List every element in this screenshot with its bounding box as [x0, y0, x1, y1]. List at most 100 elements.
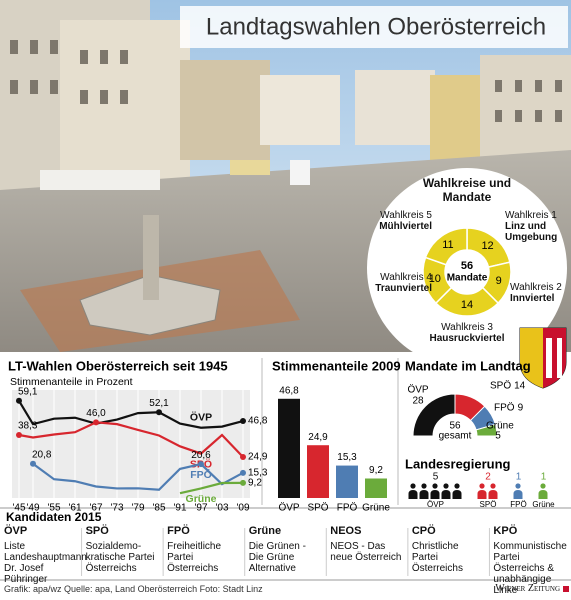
- seat-group: [408, 483, 462, 499]
- point: [30, 460, 36, 467]
- center-label: gesamt: [439, 431, 472, 442]
- person-head: [540, 483, 546, 489]
- person-head: [421, 483, 427, 489]
- value-label: 52,1: [149, 398, 169, 409]
- party-label: ÖVP: [407, 384, 428, 396]
- value-label: 46,8: [248, 416, 268, 427]
- arc-segment: [475, 423, 498, 437]
- bar: [336, 465, 358, 498]
- party-description: Liste Landeshauptmann Dr. Josef Pühringe…: [4, 541, 87, 585]
- party-name: Grüne: [248, 525, 282, 537]
- value-label: 20,6: [191, 450, 211, 461]
- point: [240, 479, 246, 486]
- series-line: [18, 400, 244, 429]
- x-tick-label: FPÖ: [337, 502, 358, 514]
- district-label: Wahlkreis 2 Innviertel: [510, 282, 571, 304]
- center-value: 56: [449, 421, 461, 432]
- point: [156, 409, 162, 416]
- coat-of-arms: [519, 327, 567, 389]
- value-label: 15,3: [337, 452, 357, 463]
- section-title: Kandidaten 2015: [6, 510, 102, 524]
- x-tick-label: '91: [173, 503, 186, 514]
- party-description: Sozialdemo-kratische Partei Österreichs: [85, 541, 155, 574]
- series-line: [179, 481, 244, 495]
- series-name: ÖVP: [190, 411, 212, 424]
- point: [16, 431, 22, 438]
- x-tick-label: '49: [26, 503, 39, 514]
- series-name: FPÖ: [190, 468, 212, 481]
- party-label: SPÖ: [480, 500, 497, 509]
- party-description: NEOS - Das neue Österreich: [330, 541, 402, 563]
- value-label: 9,2: [248, 478, 262, 489]
- title-box: [180, 6, 568, 48]
- party-label: Grüne: [532, 500, 555, 509]
- seat-count: 5: [433, 472, 439, 483]
- person-body: [513, 490, 523, 499]
- district-region: Mühlviertel: [379, 221, 432, 232]
- x-tick-label: '61: [68, 503, 81, 514]
- segment-value: 11: [442, 239, 453, 251]
- center-value: 56: [461, 260, 473, 272]
- district-name: Wahlkreis 4: [380, 272, 432, 283]
- party-label: Grüne: [486, 421, 514, 432]
- value-label: 15,3: [248, 467, 268, 478]
- value-label: 38,3: [18, 421, 38, 432]
- seat-label: 9: [518, 403, 524, 414]
- chart-title: Stimmenanteile 2009: [272, 358, 401, 373]
- person-body: [441, 490, 451, 499]
- person-body: [430, 490, 440, 499]
- district-region: Linz und Umgebung: [505, 221, 558, 243]
- party-description: Kommunistische Partei Österreichs & unab…: [493, 541, 567, 596]
- party-name: NEOS: [330, 525, 362, 537]
- person-head: [432, 483, 438, 489]
- x-tick-label: '73: [110, 503, 123, 514]
- district-region: Hausruckviertel: [429, 333, 505, 344]
- chart-title: LT-Wahlen Oberösterreich seit 1945: [8, 358, 228, 373]
- party-name: ÖVP: [4, 525, 28, 537]
- center-label: Mandate: [447, 273, 488, 284]
- point: [16, 397, 22, 404]
- party-name: KPÖ: [493, 525, 518, 537]
- brand: Wiener Zeitung: [495, 583, 560, 594]
- chart-title: Landesregierung: [405, 456, 511, 471]
- person-body: [408, 490, 418, 499]
- point: [240, 454, 246, 461]
- x-tick-label: '67: [89, 503, 102, 514]
- donut-title: Wahlkreise und Mandate: [422, 176, 512, 204]
- donut-segment: [424, 227, 468, 266]
- district-name: Wahlkreis 3: [441, 322, 493, 333]
- district-name: Wahlkreis 2: [510, 282, 562, 293]
- seat-group: [538, 483, 548, 499]
- credits: Grafik: apa/wz Quelle: apa, Land Oberöst…: [4, 584, 263, 594]
- party-name: FPÖ: [167, 525, 190, 537]
- party-description: Freiheitliche Partei Österreichs: [167, 541, 222, 574]
- plot-background: [12, 390, 250, 498]
- district-label: Wahlkreis 5 Mühlviertel: [360, 210, 432, 232]
- value-label: 59,1: [18, 386, 38, 397]
- district-name: Wahlkreis 1: [505, 210, 557, 221]
- x-tick-label: '09: [236, 503, 249, 514]
- value-label: 20,8: [32, 449, 52, 460]
- x-tick-label: '55: [47, 503, 60, 514]
- donut-backdrop: [367, 168, 567, 368]
- x-tick-label: Grüne: [362, 503, 390, 514]
- x-tick-label: '45: [12, 503, 25, 514]
- x-tick-label: SPÖ: [307, 502, 328, 514]
- value-label: 9,2: [369, 465, 383, 476]
- district-label: Wahlkreis 1 Linz und Umgebung: [505, 210, 571, 243]
- person-body: [452, 490, 462, 499]
- segment-value: 9: [496, 275, 502, 287]
- bar: [307, 445, 329, 498]
- seat-count: 2: [485, 472, 491, 483]
- x-tick-label: '79: [131, 503, 144, 514]
- point: [93, 419, 99, 426]
- series-line: [32, 462, 244, 491]
- x-tick-label: '85: [152, 503, 165, 514]
- x-tick-label: '03: [215, 503, 228, 514]
- person-body: [477, 490, 487, 499]
- bar: [365, 478, 387, 498]
- district-label: Wahlkreis 3 Hausruckviertel: [412, 322, 522, 344]
- value-label: 46,8: [279, 385, 299, 396]
- seat-group: [477, 483, 498, 499]
